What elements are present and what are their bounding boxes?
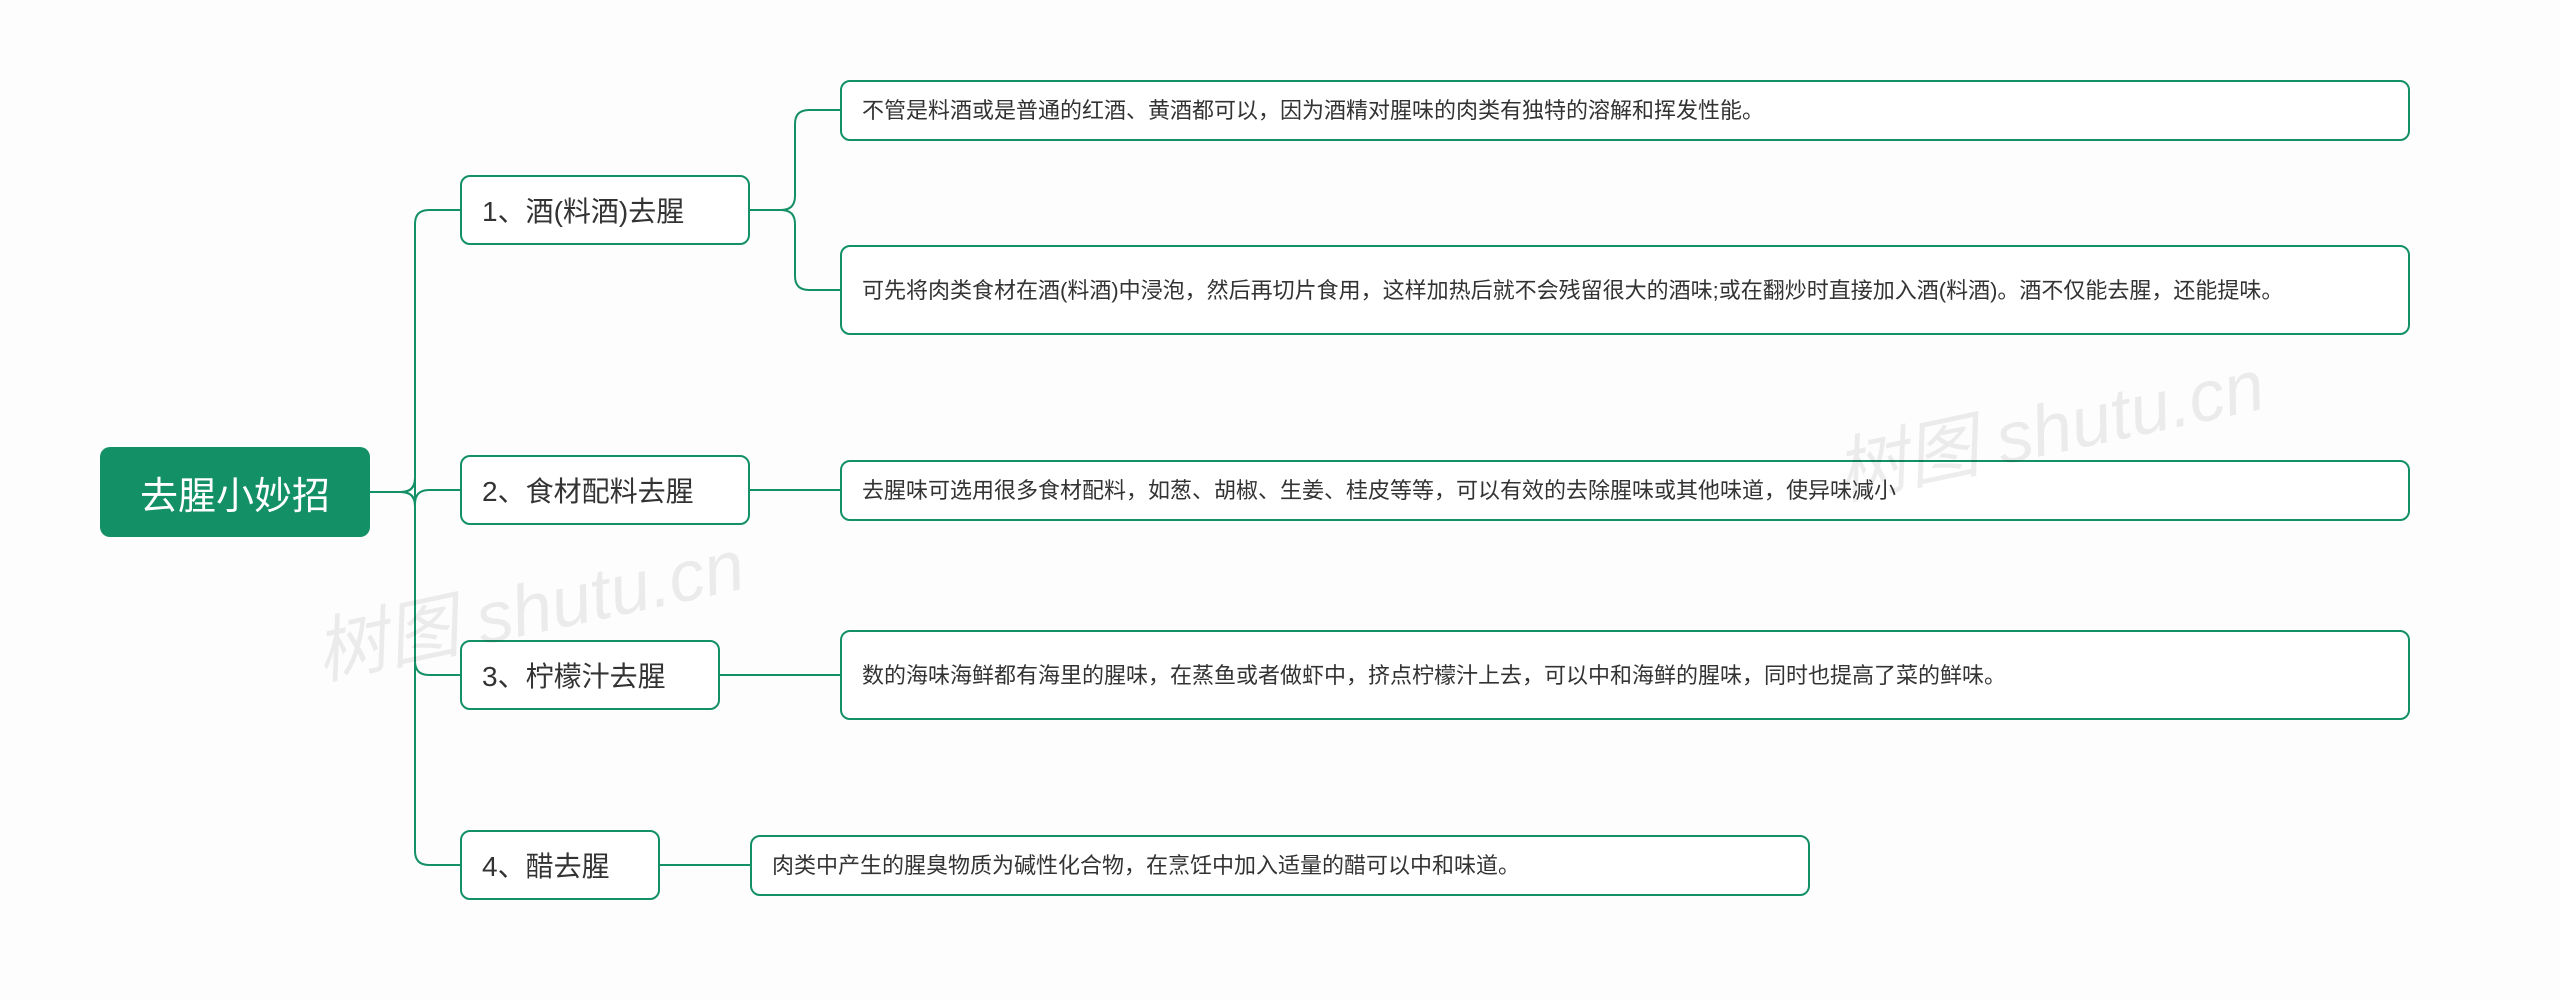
branch-node: 1、酒(料酒)去腥 <box>460 175 750 245</box>
leaf-node: 肉类中产生的腥臭物质为碱性化合物，在烹饪中加入适量的醋可以中和味道。 <box>750 835 1810 896</box>
leaf-node: 可先将肉类食材在酒(料酒)中浸泡，然后再切片食用，这样加热后就不会残留很大的酒味… <box>840 245 2410 335</box>
leaf-node: 不管是料酒或是普通的红酒、黄酒都可以，因为酒精对腥味的肉类有独特的溶解和挥发性能… <box>840 80 2410 141</box>
leaf-node: 数的海味海鲜都有海里的腥味，在蒸鱼或者做虾中，挤点柠檬汁上去，可以中和海鲜的腥味… <box>840 630 2410 720</box>
leaf-node: 去腥味可选用很多食材配料，如葱、胡椒、生姜、桂皮等等，可以有效的去除腥味或其他味… <box>840 460 2410 521</box>
branch-node: 4、醋去腥 <box>460 830 660 900</box>
root-node: 去腥小妙招 <box>100 447 370 537</box>
